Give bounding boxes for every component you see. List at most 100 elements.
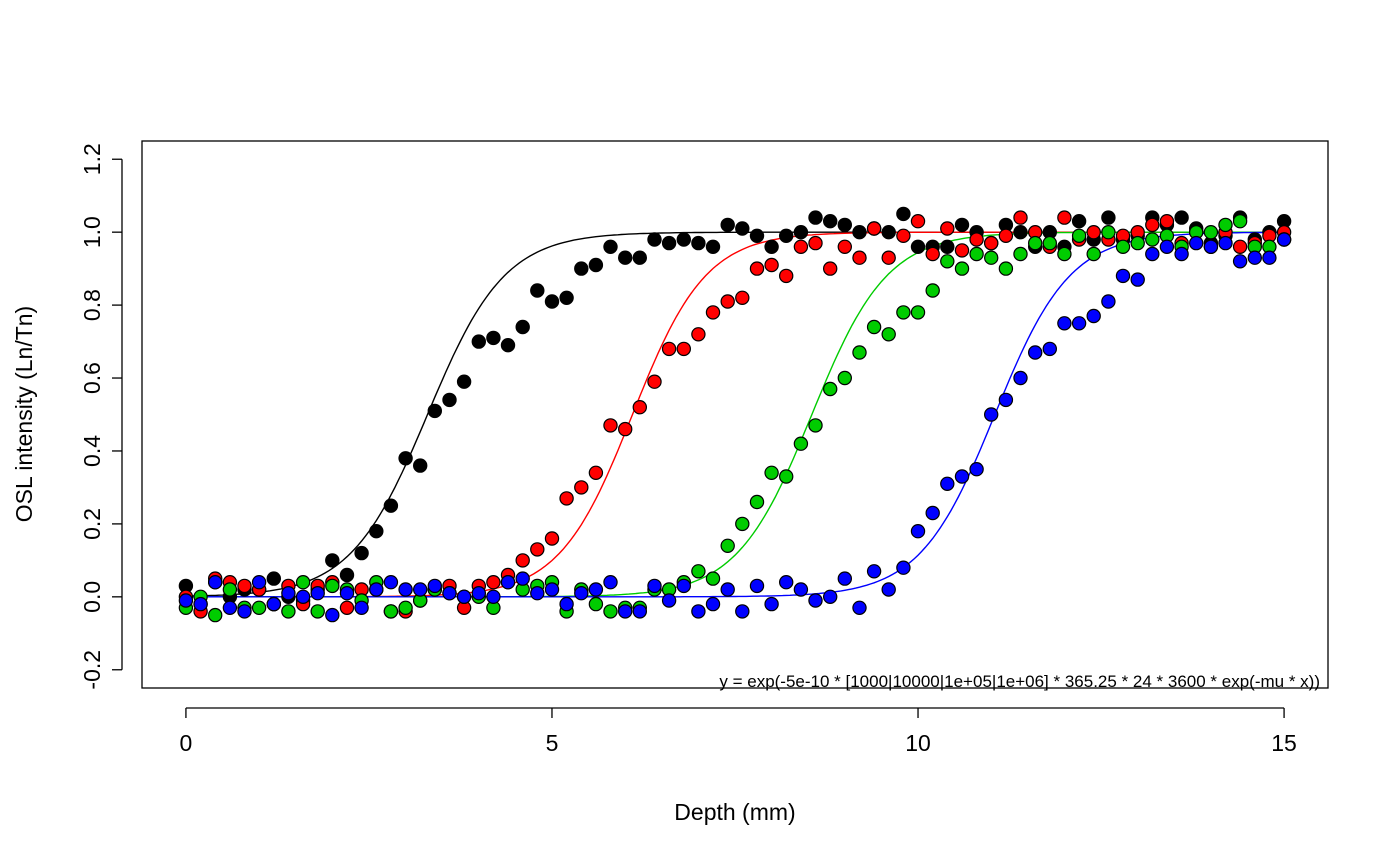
data-point bbox=[544, 582, 560, 597]
data-point bbox=[910, 524, 926, 539]
x-tick-label: 15 bbox=[1271, 730, 1297, 756]
data-point bbox=[676, 341, 692, 357]
data-point bbox=[735, 516, 750, 532]
data-point bbox=[925, 246, 940, 262]
data-point bbox=[1145, 217, 1160, 233]
data-point bbox=[984, 235, 999, 251]
data-point bbox=[588, 596, 604, 612]
data-point bbox=[369, 582, 384, 597]
data-point bbox=[852, 345, 867, 360]
data-point bbox=[354, 545, 369, 561]
data-point bbox=[779, 575, 794, 590]
data-point bbox=[1013, 370, 1028, 386]
data-point bbox=[178, 593, 194, 608]
data-point bbox=[559, 596, 574, 612]
data-point bbox=[1071, 316, 1087, 331]
data-point bbox=[618, 250, 633, 265]
data-point bbox=[1071, 228, 1087, 243]
data-point bbox=[207, 575, 223, 590]
data-point bbox=[866, 319, 882, 335]
fit-curve bbox=[185, 231, 1285, 598]
data-point bbox=[676, 232, 692, 247]
data-point bbox=[896, 560, 911, 575]
y-axis: -0.2 0.0 0.2 0.4 0.6 0.8 1.0 1.2 bbox=[79, 143, 123, 690]
data-point bbox=[1188, 235, 1204, 251]
data-point bbox=[793, 239, 809, 254]
data-point bbox=[823, 589, 838, 605]
y-tick-label: 0.2 bbox=[79, 508, 105, 540]
data-point bbox=[530, 283, 545, 298]
y-tick-label: 0.0 bbox=[79, 581, 105, 613]
data-point bbox=[603, 604, 618, 619]
fit-curves bbox=[185, 231, 1285, 598]
data-point bbox=[1013, 224, 1028, 240]
data-point bbox=[808, 418, 823, 433]
data-point bbox=[1247, 250, 1263, 265]
data-point bbox=[764, 596, 779, 612]
equation-annotation: y = exp(-5e-10 * [1000|10000|1e+05|1e+06… bbox=[719, 672, 1320, 691]
data-point bbox=[237, 604, 252, 619]
data-point bbox=[1159, 213, 1175, 229]
data-point bbox=[1027, 235, 1043, 251]
data-point bbox=[954, 261, 970, 276]
y-tick-label: 0.8 bbox=[79, 289, 105, 321]
data-point bbox=[925, 283, 940, 298]
data-point bbox=[1071, 213, 1087, 229]
data-point bbox=[1027, 345, 1043, 360]
data-points bbox=[178, 206, 1292, 623]
data-point bbox=[530, 586, 545, 601]
data-point bbox=[427, 403, 442, 419]
data-point bbox=[222, 582, 238, 597]
data-point bbox=[207, 607, 223, 623]
data-point bbox=[1218, 235, 1233, 251]
data-point bbox=[515, 571, 530, 586]
data-point bbox=[954, 217, 970, 233]
data-point bbox=[881, 250, 896, 265]
y-tick-label: 1.0 bbox=[79, 216, 105, 248]
data-point bbox=[632, 250, 648, 265]
data-point bbox=[720, 582, 735, 597]
data-point bbox=[691, 564, 706, 579]
data-point bbox=[1276, 232, 1292, 247]
data-point bbox=[925, 505, 940, 521]
data-point bbox=[749, 494, 765, 510]
data-point bbox=[984, 407, 999, 422]
data-point bbox=[1042, 235, 1058, 251]
data-point bbox=[618, 421, 633, 437]
data-point bbox=[837, 370, 853, 386]
data-point bbox=[574, 480, 589, 495]
data-point bbox=[1145, 246, 1160, 262]
data-point bbox=[793, 436, 809, 451]
data-point bbox=[456, 374, 472, 389]
data-point bbox=[237, 578, 252, 594]
data-point bbox=[1086, 224, 1101, 240]
data-point bbox=[837, 571, 853, 586]
data-point bbox=[1130, 235, 1145, 251]
data-point bbox=[383, 498, 399, 513]
data-point bbox=[1174, 210, 1189, 225]
data-point bbox=[661, 341, 677, 357]
data-point bbox=[486, 589, 501, 605]
data-point bbox=[1262, 250, 1277, 265]
data-point bbox=[383, 604, 399, 619]
x-axis-label: Depth (mm) bbox=[674, 799, 795, 825]
data-point bbox=[896, 206, 911, 222]
data-point bbox=[486, 330, 501, 346]
data-point bbox=[793, 224, 809, 240]
data-point bbox=[588, 257, 604, 273]
data-point bbox=[574, 586, 589, 601]
data-point bbox=[735, 290, 750, 305]
data-point bbox=[1232, 213, 1248, 229]
x-tick-label: 10 bbox=[905, 730, 931, 756]
data-point bbox=[456, 589, 472, 605]
data-point bbox=[676, 578, 692, 594]
data-point bbox=[823, 381, 838, 397]
data-point bbox=[735, 221, 750, 236]
data-point bbox=[969, 232, 984, 247]
data-point bbox=[398, 451, 413, 466]
data-point bbox=[749, 261, 765, 276]
data-point bbox=[339, 586, 355, 601]
data-point bbox=[661, 593, 677, 608]
data-point bbox=[500, 338, 516, 353]
data-point bbox=[398, 582, 413, 597]
